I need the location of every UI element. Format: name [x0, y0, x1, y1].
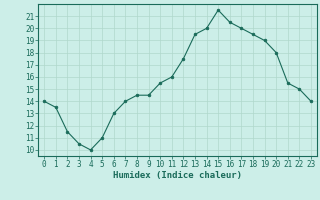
X-axis label: Humidex (Indice chaleur): Humidex (Indice chaleur) — [113, 171, 242, 180]
